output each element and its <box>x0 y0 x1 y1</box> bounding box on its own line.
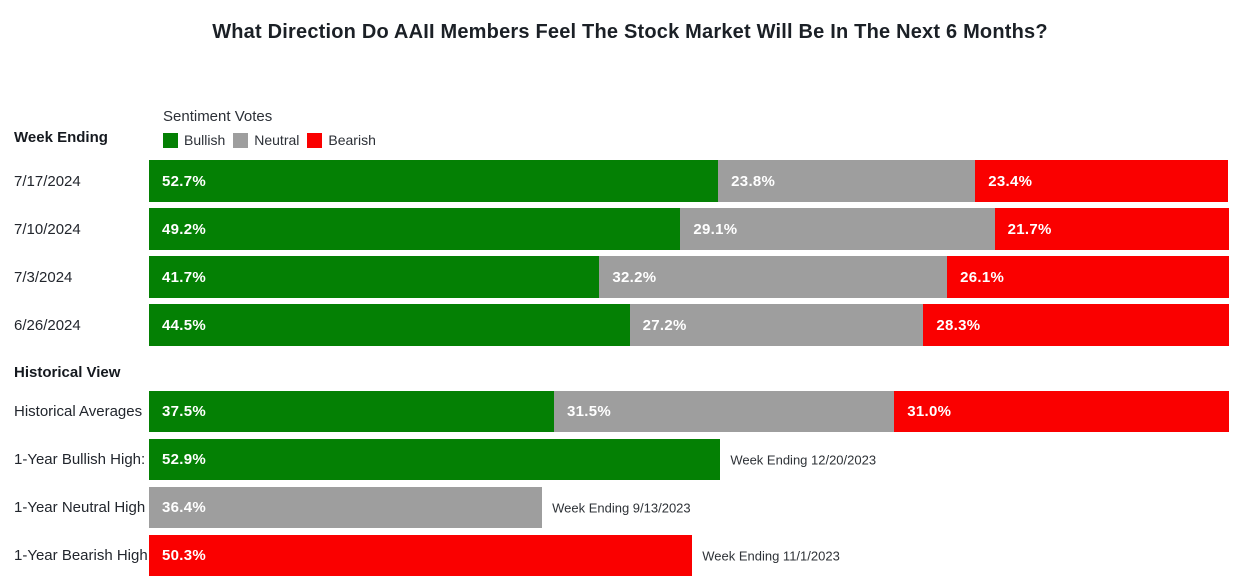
bar-segment-bullish: 37.5% <box>149 391 554 432</box>
legend-label-neutral: Neutral <box>254 132 300 148</box>
bar-row: 7/17/2024 52.7% 23.8% 23.4% <box>0 160 1260 202</box>
bar-segment-bullish: 44.5% <box>149 304 630 346</box>
legend-items: Bullish Neutral Bearish <box>163 132 376 148</box>
section-heading-week-ending: Week Ending <box>14 129 108 146</box>
bar-annotation: Week Ending 12/20/2023 <box>730 452 877 467</box>
bar-segment-neutral: 36.4% <box>149 487 543 528</box>
bar-row: 7/3/2024 41.7% 32.2% 26.1% <box>0 256 1260 298</box>
bar-annotation: Week Ending 11/1/2023 <box>702 548 840 563</box>
bar-row: 1-Year Bullish High: 52.9% Week Ending 12/… <box>0 439 1260 480</box>
historical-rows: Historical Averages 37.5% 31.5% 31.0% 1-Year… <box>0 391 1260 583</box>
row-label: 1-Year Bearish High <box>14 547 148 564</box>
segment-value-label: 36.4% <box>162 499 207 516</box>
row-label: 7/17/2024 <box>14 172 81 190</box>
row-label: 1-Year Neutral High <box>14 499 146 516</box>
bar-segment-neutral: 27.2% <box>629 304 924 346</box>
legend-item-bearish: Bearish <box>307 132 376 148</box>
bar-track: 44.5% 27.2% 28.3% <box>149 304 1229 346</box>
segment-value-label: 32.2% <box>612 268 657 286</box>
row-label: 7/3/2024 <box>14 268 73 286</box>
legend-title: Sentiment Votes <box>163 108 273 125</box>
row-label: 6/26/2024 <box>14 316 81 334</box>
row-label: 7/10/2024 <box>14 220 81 238</box>
legend-swatch-neutral-icon <box>233 132 249 148</box>
segment-value-label: 23.8% <box>731 172 776 190</box>
segment-value-label: 37.5% <box>162 403 207 420</box>
bar-annotation: Week Ending 9/13/2023 <box>552 500 691 515</box>
segment-value-label: 29.1% <box>693 220 738 238</box>
segment-value-label: 28.3% <box>936 316 981 334</box>
bar-segment-bearish: 21.7% <box>994 208 1229 250</box>
bar-segment-bullish: 41.7% <box>149 256 600 298</box>
segment-value-label: 52.9% <box>162 451 207 468</box>
bar-row: Historical Averages 37.5% 31.5% 31.0% <box>0 391 1260 432</box>
bar-segment-bearish: 50.3% <box>149 535 693 576</box>
bar-segment-neutral: 23.8% <box>718 160 976 202</box>
legend-label-bearish: Bearish <box>328 132 376 148</box>
segment-value-label: 41.7% <box>162 268 207 286</box>
bar-segment-neutral: 32.2% <box>599 256 948 298</box>
bar-row: 6/26/2024 44.5% 27.2% 28.3% <box>0 304 1260 346</box>
weekly-rows: 7/17/2024 52.7% 23.8% 23.4% 7/10/2024 49.2% 29… <box>0 160 1260 352</box>
bar-segment-bullish: 52.9% <box>149 439 721 480</box>
bar-row: 1-Year Bearish High 50.3% Week Ending 11/1… <box>0 535 1260 576</box>
bar-segment-bullish: 49.2% <box>149 208 681 250</box>
bar-segment-bearish: 31.0% <box>894 391 1229 432</box>
segment-value-label: 49.2% <box>162 220 207 238</box>
bar-segment-bearish: 28.3% <box>923 304 1229 346</box>
segment-value-label: 21.7% <box>1007 220 1052 238</box>
bar-segment-neutral: 31.5% <box>554 391 895 432</box>
segment-value-label: 52.7% <box>162 172 207 190</box>
segment-value-label: 44.5% <box>162 316 207 334</box>
bar-track: 41.7% 32.2% 26.1% <box>149 256 1229 298</box>
row-label: 1-Year Bullish High: <box>14 451 146 468</box>
bar-track: 52.7% 23.8% 23.4% <box>149 160 1229 202</box>
bar-track: 52.9% Week Ending 12/20/2023 <box>149 439 1229 480</box>
legend-item-bullish: Bullish <box>163 132 225 148</box>
bar-track: 50.3% Week Ending 11/1/2023 <box>149 535 1229 576</box>
bar-row: 7/10/2024 49.2% 29.1% 21.7% <box>0 208 1260 250</box>
bar-segment-bearish: 26.1% <box>947 256 1229 298</box>
segment-value-label: 31.0% <box>907 403 952 420</box>
chart-title: What Direction Do AAII Members Feel The … <box>212 21 1048 43</box>
segment-value-label: 50.3% <box>162 547 207 564</box>
section-heading-historical-view: Historical View <box>14 364 121 381</box>
legend-swatch-bullish-icon <box>163 132 178 148</box>
bar-row: 1-Year Neutral High 36.4% Week Ending 9/13… <box>0 487 1260 528</box>
bar-segment-bearish: 23.4% <box>975 160 1228 202</box>
bar-track: 36.4% Week Ending 9/13/2023 <box>149 487 1229 528</box>
segment-value-label: 26.1% <box>960 268 1005 286</box>
legend: Sentiment Votes Bullish Neutral Bearish <box>163 108 376 148</box>
row-label: Historical Averages <box>14 403 143 420</box>
legend-swatch-bearish-icon <box>307 132 323 148</box>
bar-segment-bullish: 52.7% <box>149 160 719 202</box>
bar-track: 37.5% 31.5% 31.0% <box>149 391 1229 432</box>
segment-value-label: 27.2% <box>642 316 687 334</box>
bar-segment-neutral: 29.1% <box>680 208 995 250</box>
legend-item-neutral: Neutral <box>233 132 299 148</box>
bar-track: 49.2% 29.1% 21.7% <box>149 208 1229 250</box>
legend-label-bullish: Bullish <box>184 132 226 148</box>
segment-value-label: 31.5% <box>567 403 612 420</box>
segment-value-label: 23.4% <box>988 172 1033 190</box>
